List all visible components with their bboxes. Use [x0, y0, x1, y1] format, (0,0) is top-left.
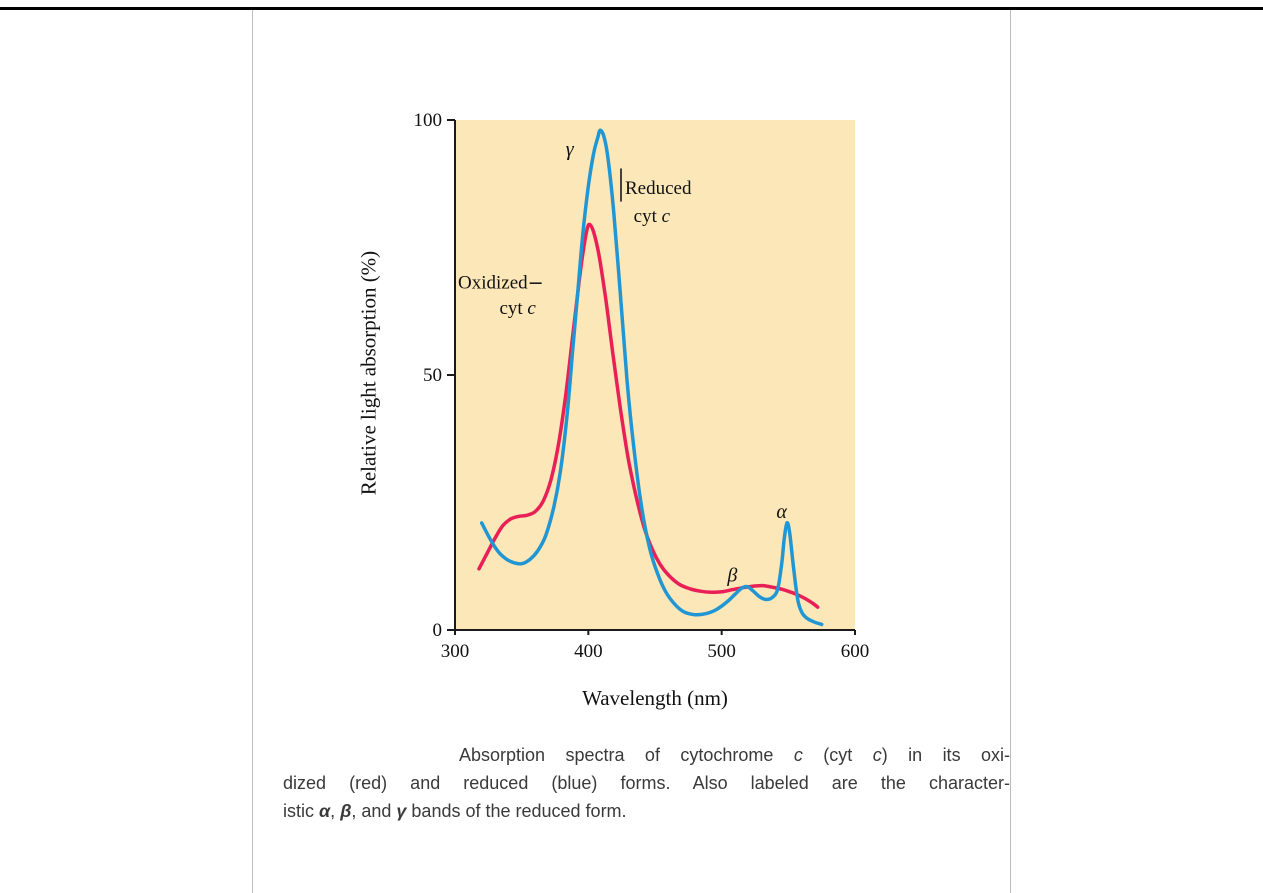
- caption-text-segment: Absorption spectra of cytochrome: [459, 745, 794, 765]
- caption-line-1: Absorption spectra of cytochrome c (cyt …: [283, 741, 1010, 769]
- caption-text-segment: ) in its oxi-: [881, 745, 1010, 765]
- top-rule: [0, 7, 1263, 10]
- caption-text-segment: bands of the reduced form.: [406, 801, 627, 821]
- curve-oxidized-cyt-c: [477, 222, 820, 609]
- y-tick-label: 50: [423, 365, 442, 386]
- caption-text-segment: dized (red) and reduced (blue) forms. Al…: [283, 773, 1010, 793]
- caption-line-3: istic α, β, and γ bands of the reduced f…: [283, 797, 1010, 825]
- plot-background: [455, 120, 855, 630]
- gamma-band-label: γ: [566, 139, 575, 161]
- caption-text-segment: istic: [283, 801, 319, 821]
- y-tick-label: 100: [414, 110, 443, 131]
- x-tick-label: 600: [841, 641, 870, 662]
- x-tick-label: 300: [441, 641, 470, 662]
- oxidized-cyt-c-label: cyt c: [499, 298, 536, 319]
- annotations-group: γ Reduced cyt c Oxidized cyt c β α: [458, 139, 787, 587]
- caption-text-segment: , and: [351, 801, 397, 821]
- x-tick-label: 400: [574, 641, 603, 662]
- right-column-rule: [1010, 10, 1011, 893]
- curves-group: [477, 128, 824, 627]
- caption-text-segment: β: [340, 801, 352, 821]
- y-axis-title: Relative light absorption (%): [356, 250, 381, 496]
- ticks-group: 0 50 100 300 400 500 600: [414, 110, 870, 662]
- spectra-chart: 0 50 100 300 400 500 600 γ Reduced cyt c Oxidized…: [414, 110, 870, 662]
- reduced-cyt-c-label: cyt c: [634, 206, 671, 227]
- y-tick-label: 0: [433, 620, 443, 641]
- caption-text-segment: (cyt: [802, 745, 873, 765]
- x-tick-label: 500: [707, 641, 736, 662]
- caption-text-segment: c: [793, 745, 803, 765]
- caption-text-segment: c: [872, 745, 882, 765]
- caption-line-2: dized (red) and reduced (blue) forms. Al…: [283, 769, 1010, 797]
- curve-reduced-cyt-c: [479, 128, 824, 627]
- reduced-cyt-c-label: Reduced: [625, 178, 692, 199]
- beta-band-label: β: [726, 565, 737, 587]
- left-column-rule: [252, 10, 253, 893]
- caption-text-segment: α: [319, 801, 331, 821]
- caption-text-segment: γ: [396, 801, 407, 821]
- caption-text-segment: ,: [330, 801, 341, 821]
- x-axis-title: Wavelength (nm): [582, 686, 728, 710]
- oxidized-cyt-c-label: Oxidized: [458, 272, 528, 293]
- figure-caption: Absorption spectra of cytochrome c (cyt …: [283, 741, 1010, 825]
- alpha-band-label: α: [776, 501, 787, 523]
